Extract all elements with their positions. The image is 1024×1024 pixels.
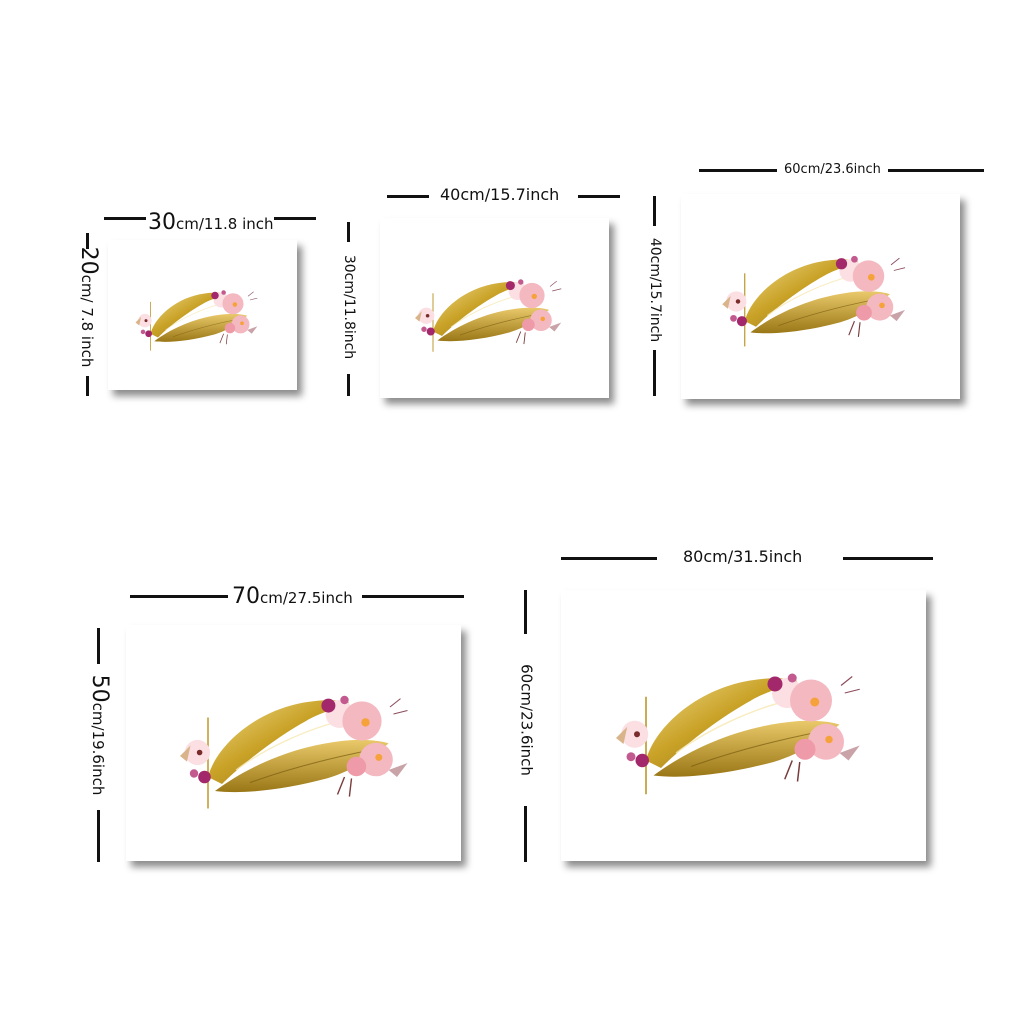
height-dimension-line: [524, 806, 527, 862]
width-unit: cm/27.5inch: [260, 589, 353, 607]
height-dimension-label: 30cm/11.8inch: [341, 254, 357, 360]
width-dimension-line: [578, 195, 620, 198]
gold-lips-floral-artwork: [414, 278, 562, 353]
height-dimension-line: [347, 374, 350, 396]
width-dimension-label: 30cm/11.8 inch: [148, 212, 274, 234]
canvas-preview-70x50: [126, 625, 461, 861]
width-unit: cm/11.8 inch: [176, 215, 274, 233]
height-dimension-label: 20cm/ 7.8 inch: [76, 246, 101, 368]
width-value: 30: [148, 210, 176, 235]
width-dimension-line: [699, 169, 777, 172]
height-dimension-line: [347, 222, 350, 242]
canvas-preview-80x60: [561, 590, 926, 861]
height-value: 50: [87, 674, 112, 703]
height-value: 20: [76, 246, 101, 275]
height-unit: cm/19.6inch: [89, 702, 107, 796]
height-dimension-line: [653, 196, 656, 226]
height-dimension-line: [86, 376, 89, 396]
height-dimension-label: 60cm/23.6inch: [517, 664, 536, 776]
width-dimension-line: [362, 595, 464, 598]
width-dimension-line: [888, 169, 984, 172]
width-dimension-line: [561, 557, 657, 560]
width-dimension-line: [104, 217, 146, 220]
height-dimension-line: [97, 810, 100, 862]
width-dimension-label: 80cm/31.5inch: [683, 547, 803, 566]
width-dimension-line: [130, 595, 228, 598]
gold-lips-floral-artwork: [721, 255, 906, 348]
height-dimension-line: [86, 233, 89, 249]
height-dimension-line: [524, 590, 527, 634]
width-dimension-line: [274, 217, 316, 220]
width-value: 70: [232, 584, 260, 609]
canvas-preview-60x40: [681, 194, 960, 399]
width-dimension-label: 60cm/23.6inch: [784, 162, 881, 177]
width-dimension-line: [387, 195, 429, 198]
canvas-preview-40x30: [380, 218, 609, 398]
height-dimension-line: [97, 628, 100, 664]
canvas-preview-30x20: [108, 240, 297, 390]
width-dimension-line: [843, 557, 933, 560]
gold-lips-floral-artwork: [134, 289, 258, 352]
gold-lips-floral-artwork: [179, 694, 409, 810]
width-dimension-label: 70cm/27.5inch: [232, 586, 353, 608]
height-dimension-label: 40cm/15.7inch: [647, 237, 663, 343]
height-dimension-line: [653, 350, 656, 396]
height-dimension-label: 50cm/19.6inch: [87, 674, 112, 796]
width-dimension-label: 40cm/15.7inch: [440, 185, 560, 204]
gold-lips-floral-artwork: [614, 672, 861, 796]
height-unit: cm/ 7.8 inch: [78, 274, 96, 368]
